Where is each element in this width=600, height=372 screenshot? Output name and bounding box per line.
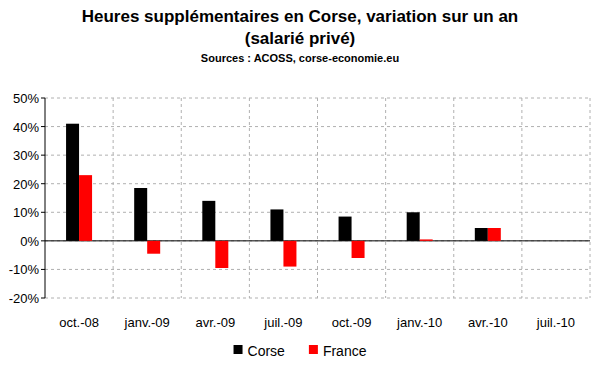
category-label: avr.-09 — [195, 315, 235, 330]
grid-line — [45, 240, 590, 241]
legend-label: France — [323, 343, 367, 359]
grid-line-vertical — [113, 98, 114, 298]
tick-label: 0% — [20, 234, 39, 249]
tick-label: 30% — [13, 148, 39, 163]
legend: Corse France — [234, 343, 367, 359]
subtitle: Sources : ACOSS, corse-economie.eu — [201, 52, 399, 64]
category-label: janv.-10 — [396, 315, 442, 330]
grid-line-vertical — [181, 98, 182, 298]
tick-label: 40% — [13, 120, 39, 135]
bar — [270, 209, 283, 240]
tick-mark — [41, 183, 45, 184]
bar — [475, 228, 488, 241]
bar — [420, 239, 433, 240]
x-axis — [45, 240, 590, 241]
bar — [283, 241, 296, 267]
tick-label: 10% — [13, 205, 39, 220]
bar — [407, 212, 420, 241]
title-line: Heures supplémentaires en Corse, variati… — [82, 7, 518, 26]
bar — [134, 188, 147, 241]
category-label: oct.-09 — [332, 315, 372, 330]
bar — [339, 217, 352, 241]
category-label: janv.-09 — [124, 315, 170, 330]
tick-label: 50% — [13, 91, 39, 106]
legend-label: Corse — [248, 343, 286, 359]
tick-label: 20% — [13, 177, 39, 192]
title: Heures supplémentaires en Corse, variati… — [82, 7, 518, 48]
grid-line-vertical — [521, 98, 522, 298]
y-axis — [45, 98, 46, 298]
grid-line-vertical — [317, 98, 318, 298]
grid-line-vertical — [385, 98, 386, 298]
title-line: (salarié privé) — [245, 29, 356, 48]
tick-mark — [41, 98, 45, 99]
grid-line-vertical — [453, 98, 454, 298]
legend-swatch — [309, 345, 318, 354]
tick-mark — [41, 155, 45, 156]
category-label: juil.-09 — [263, 315, 302, 330]
grid-line-vertical — [249, 98, 250, 298]
grid-line-vertical — [590, 98, 591, 298]
bar — [147, 241, 160, 254]
category-label: oct.-08 — [59, 315, 99, 330]
category-label: avr.-10 — [468, 315, 508, 330]
tick-label: -20% — [9, 291, 40, 306]
tick-mark — [41, 240, 45, 241]
grid-line — [45, 269, 590, 270]
chart: Heures supplémentaires en Corse, variati… — [0, 0, 600, 372]
tick-mark — [41, 126, 45, 127]
bar — [202, 201, 215, 241]
bar — [215, 241, 228, 268]
grid-line — [45, 126, 590, 127]
legend-swatch — [234, 345, 243, 354]
bar — [79, 175, 92, 241]
tick-mark — [41, 298, 45, 299]
tick-label: -10% — [9, 262, 40, 277]
bar — [488, 228, 501, 241]
bars — [66, 124, 501, 268]
bar — [352, 241, 365, 258]
tick-mark — [41, 212, 45, 213]
category-label: juil.-10 — [536, 315, 575, 330]
tick-mark — [41, 269, 45, 270]
bar — [66, 124, 79, 241]
